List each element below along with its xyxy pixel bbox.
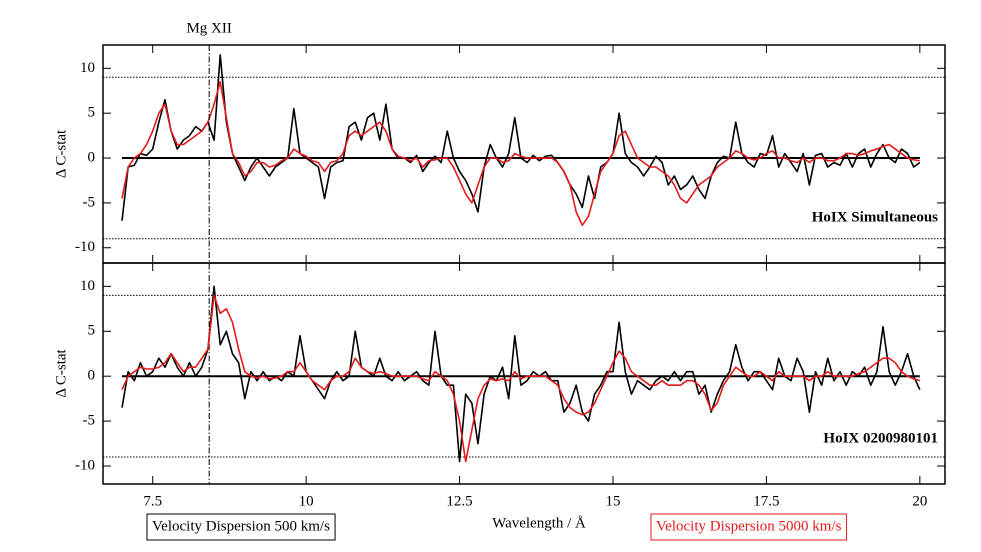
x-tick-label: 15	[605, 493, 620, 509]
y-tick-label: 0	[88, 149, 96, 165]
panel-annotation: HoIX Simultaneous	[812, 209, 938, 225]
legend-box	[650, 513, 848, 541]
x-tick-label: 17.5	[753, 493, 779, 509]
x-axis-label: Wavelength / Å	[492, 515, 586, 531]
y-axis-label: Δ C-stat	[53, 348, 69, 397]
y-tick-label: -5	[83, 413, 96, 429]
series-line	[121, 54, 921, 221]
marker-label: Mg XII	[186, 20, 231, 36]
x-tick-label: 10	[299, 493, 314, 509]
plot-frame	[102, 262, 946, 485]
y-tick-label: 10	[80, 278, 95, 294]
series-line	[121, 285, 921, 463]
y-tick-label: -10	[75, 457, 95, 473]
y-tick-label: 5	[88, 105, 96, 121]
legend-label: Velocity Dispersion 500 km/s	[152, 518, 330, 534]
y-tick-label: 0	[88, 368, 96, 384]
legend-box	[146, 513, 336, 541]
x-tick-label: 20	[912, 493, 927, 509]
y-tick-label: -10	[75, 239, 95, 255]
x-tick-label: 12.5	[446, 493, 472, 509]
y-tick-label: 10	[80, 60, 95, 76]
series-line	[121, 294, 921, 463]
y-tick-label: 5	[88, 323, 96, 339]
y-axis-label: Δ C-stat	[53, 129, 69, 178]
x-tick-label: 7.5	[143, 493, 162, 509]
legend-label: Velocity Dispersion 5000 km/s	[656, 518, 842, 534]
y-tick-label: -5	[83, 194, 96, 210]
panel-annotation: HoIX 0200980101	[823, 430, 938, 446]
series-line	[121, 80, 920, 227]
